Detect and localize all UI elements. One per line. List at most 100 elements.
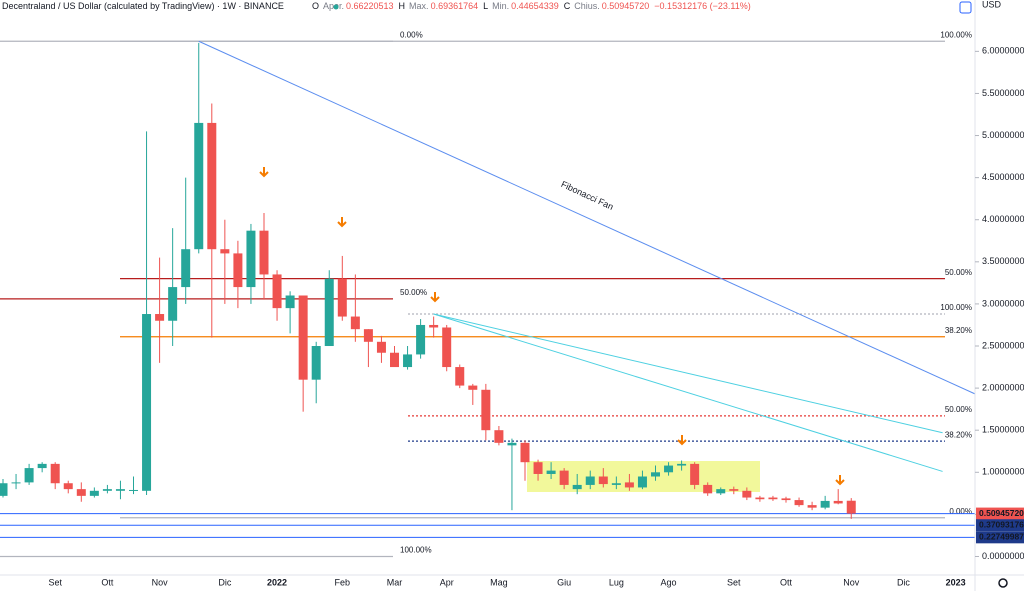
candle-body bbox=[350, 316, 360, 330]
fib-label: 100.00% bbox=[940, 303, 972, 312]
fib-label: 0.00% bbox=[949, 507, 972, 516]
candle-body bbox=[781, 498, 791, 501]
candle-body bbox=[181, 249, 191, 288]
x-tick-label: Nov bbox=[152, 577, 169, 587]
candle-body bbox=[664, 465, 674, 473]
ohlc-label: Chius. bbox=[574, 1, 600, 11]
x-tick-label: Nov bbox=[843, 577, 860, 587]
x-tick-label: Ott bbox=[780, 577, 793, 587]
ohlc-key: C bbox=[564, 1, 571, 11]
candle-body bbox=[246, 230, 256, 288]
candle-body bbox=[794, 500, 804, 506]
x-tick-label: Ago bbox=[661, 577, 677, 587]
x-tick-label: 2022 bbox=[267, 577, 287, 587]
candle-body bbox=[298, 295, 308, 380]
candle-body bbox=[468, 385, 478, 390]
price-badge-label: 0.37093176 bbox=[979, 520, 1024, 530]
candle-body bbox=[442, 327, 452, 368]
candle-body bbox=[115, 489, 125, 491]
trend-line bbox=[433, 313, 943, 472]
x-tick-label: Ott bbox=[101, 577, 114, 587]
candle-body bbox=[89, 490, 99, 496]
ohlc-key: O bbox=[312, 1, 319, 11]
candle-body bbox=[651, 472, 660, 477]
candle-body bbox=[220, 249, 230, 254]
candle-body bbox=[755, 497, 765, 500]
candle-body bbox=[742, 490, 752, 498]
candle-body bbox=[285, 295, 295, 309]
candle-body bbox=[390, 352, 399, 368]
y-tick-label: 4.50000000 bbox=[982, 172, 1024, 182]
settings-button[interactable] bbox=[998, 578, 1008, 588]
arrow bbox=[337, 217, 347, 228]
candle-body bbox=[142, 314, 152, 491]
candle-body bbox=[129, 489, 138, 491]
candle-body bbox=[677, 463, 687, 466]
candle-body bbox=[807, 505, 817, 508]
candle-body bbox=[455, 367, 465, 386]
currency: USD bbox=[982, 0, 1002, 9]
x-tick-label: Feb bbox=[335, 577, 351, 587]
fib-label: 38.20% bbox=[945, 326, 972, 335]
x-tick-label: Lug bbox=[609, 577, 624, 587]
candle-body bbox=[416, 324, 426, 355]
candle-body bbox=[520, 442, 530, 463]
arrow bbox=[677, 435, 687, 446]
candle-body bbox=[102, 489, 112, 491]
x-tick-label: Mag bbox=[490, 577, 508, 587]
y-tick-label: 5.00000000 bbox=[982, 130, 1024, 140]
x-tick-label: Dic bbox=[897, 577, 910, 587]
candle-body bbox=[820, 500, 830, 508]
candle-body bbox=[585, 476, 595, 485]
arrow bbox=[259, 167, 269, 178]
candle-body bbox=[729, 489, 739, 491]
status-dot bbox=[333, 4, 339, 10]
candle-body bbox=[637, 476, 647, 488]
fib-label: 50.00% bbox=[945, 268, 972, 277]
ohlc-key: H bbox=[399, 1, 406, 11]
candle-body bbox=[168, 287, 178, 321]
candle-body bbox=[572, 484, 582, 490]
candle-body bbox=[233, 253, 243, 288]
trend-line bbox=[433, 313, 943, 434]
price-badge bbox=[976, 507, 1024, 520]
y-tick-label: 6.00000000 bbox=[982, 46, 1024, 56]
candle-body bbox=[259, 230, 269, 275]
candle-body bbox=[24, 468, 34, 483]
x-tick-label: Set bbox=[48, 577, 62, 587]
fib-label: 38.20% bbox=[945, 430, 972, 439]
x-tick-label: Set bbox=[727, 577, 741, 587]
fib-label: 100.00% bbox=[940, 30, 972, 39]
ohlc-key: L bbox=[483, 1, 488, 11]
header: Decentraland / US Dollar (calculated by … bbox=[2, 1, 751, 11]
candle-body bbox=[272, 274, 282, 309]
x-tick-label: Apr bbox=[440, 577, 454, 587]
candle-body bbox=[37, 463, 47, 469]
candle-body bbox=[207, 122, 217, 250]
candle-body bbox=[546, 470, 556, 474]
candle-body bbox=[403, 354, 413, 368]
ohlc-value: 0.69361764 bbox=[431, 1, 479, 11]
symbol: Decentraland / US Dollar (calculated by … bbox=[2, 1, 284, 11]
y-tick-label: 2.50000000 bbox=[982, 340, 1024, 350]
candle-body bbox=[507, 442, 517, 446]
ohlc-label: Aper. bbox=[323, 1, 344, 11]
x-tick-label: Mar bbox=[387, 577, 403, 587]
ohlc-label: Max. bbox=[409, 1, 429, 11]
auto-scale-button[interactable] bbox=[959, 1, 972, 14]
ohlc-value: 0.50945720 bbox=[602, 1, 650, 11]
ohlc-label: Min. bbox=[492, 1, 509, 11]
candle-body bbox=[363, 329, 373, 342]
price-badge-label: 0.22749987 bbox=[979, 532, 1024, 542]
price-badge bbox=[976, 519, 1024, 532]
candle-body bbox=[311, 346, 321, 380]
fib-label: 100.00% bbox=[400, 546, 432, 555]
candle-body bbox=[76, 489, 86, 496]
y-tick-label: 5.50000000 bbox=[982, 88, 1024, 98]
y-tick-label: 3.50000000 bbox=[982, 256, 1024, 266]
x-tick-label: Dic bbox=[218, 577, 231, 587]
y-tick-label: 2.00000000 bbox=[982, 382, 1024, 392]
candle-body bbox=[494, 430, 504, 443]
candle-body bbox=[611, 483, 621, 485]
